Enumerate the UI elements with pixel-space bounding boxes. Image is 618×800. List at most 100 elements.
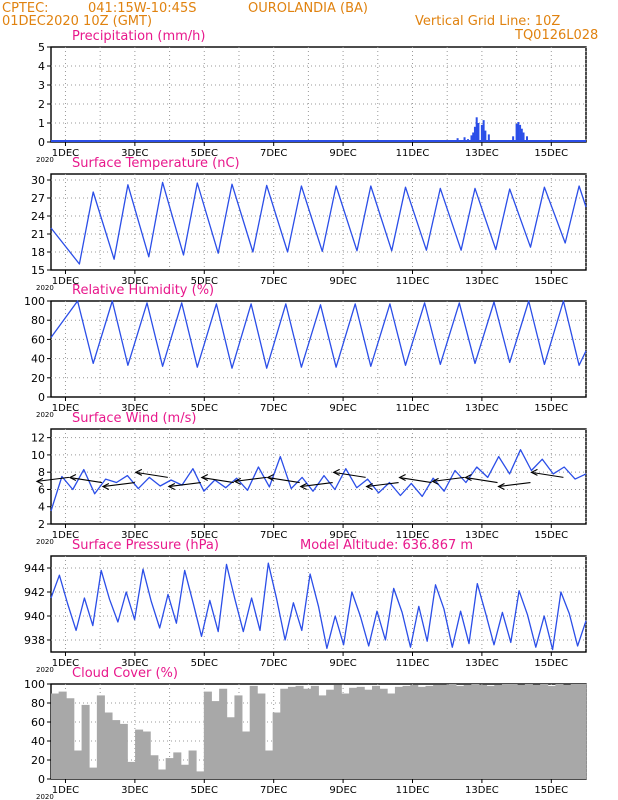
wind-arrowhead <box>299 483 307 491</box>
precip-bar <box>526 136 529 142</box>
x-tick-label: 11DEC <box>396 148 430 159</box>
precip-bar <box>515 123 518 142</box>
panel-frame <box>50 46 587 143</box>
cloud-bar <box>394 686 403 779</box>
wind-arrowhead <box>68 474 77 482</box>
wind-arrowhead <box>167 483 176 491</box>
y-tick-label: 60 <box>31 333 45 346</box>
precip-bar <box>487 134 490 142</box>
precip-bar <box>475 117 478 142</box>
header-coords: 041:15W-10:45S <box>88 1 197 16</box>
cloud-bar <box>142 731 151 779</box>
y-tick-label: 12 <box>31 432 45 445</box>
x-tick-label: 1DEC <box>52 658 79 669</box>
y-tick-label: 2 <box>38 98 45 111</box>
wind-arrow <box>69 477 102 484</box>
cloud-bar <box>372 685 381 779</box>
x-tick-label: 9DEC <box>329 785 356 796</box>
cloud-bar <box>173 752 182 779</box>
cloud-bar <box>402 685 411 779</box>
cloud-bar <box>578 684 587 779</box>
y-tick-label: 4 <box>38 501 45 514</box>
y-tick-label: 30 <box>31 174 45 187</box>
x-year-label: 2020 <box>36 666 54 674</box>
cloud-bar <box>486 685 495 779</box>
y-tick-label: 100 <box>24 678 45 691</box>
cloud-bar <box>234 695 243 779</box>
wind-arrow <box>234 476 267 482</box>
cloud-bar <box>158 769 167 779</box>
x-tick-label: 3DEC <box>121 785 148 796</box>
wind-arrow <box>201 477 234 484</box>
y-tick-label: 24 <box>31 210 45 223</box>
precip-bar <box>512 136 515 142</box>
y-tick-label: 1 <box>38 117 45 130</box>
y-tick-label: 2 <box>38 518 45 531</box>
cloud-bar <box>127 761 136 779</box>
cloud-bar <box>494 684 503 779</box>
cloud-bar <box>196 771 205 779</box>
wind-arrow <box>366 481 399 488</box>
x-tick-label: 1DEC <box>52 148 79 159</box>
y-tick-label: 0 <box>38 136 45 149</box>
cloud-bar <box>257 693 266 779</box>
y-tick-label: 20 <box>31 754 45 767</box>
y-tick-label: 938 <box>24 634 45 647</box>
cloud-bar <box>310 685 319 779</box>
cloud-bar <box>135 729 144 779</box>
panel-title: Surface Wind (m/s) <box>72 411 196 426</box>
cloud-bar <box>165 758 174 779</box>
cloud-bar <box>280 688 289 779</box>
cloud-bar <box>219 688 228 779</box>
x-tick-label: 15DEC <box>534 530 568 541</box>
cloud-bar <box>501 684 510 779</box>
x-year-label: 2020 <box>36 411 54 419</box>
x-tick-label: 15DEC <box>534 403 568 414</box>
x-tick-label: 15DEC <box>534 276 568 287</box>
x-tick-label: 3DEC <box>121 530 148 541</box>
cloud-bar <box>410 684 419 779</box>
wind-arrow <box>36 476 70 482</box>
y-tick-label: 20 <box>31 372 45 385</box>
wind-arrowhead <box>332 468 340 476</box>
precip-bar <box>519 124 522 142</box>
x-tick-label: 7DEC <box>260 530 287 541</box>
x-tick-label: 3DEC <box>121 276 148 287</box>
panel-wind: Surface Wind (m/s) 2 4 6 8 10 12 1DEC 3DEC 5DEC 7D… <box>31 411 587 546</box>
wind-arrow <box>168 481 201 488</box>
wind-line <box>50 449 587 512</box>
cloud-bar <box>119 723 128 779</box>
cloud-bar <box>563 684 572 779</box>
cloud-bar <box>272 712 281 779</box>
x-tick-label: 5DEC <box>191 658 218 669</box>
wind-arrow <box>432 476 465 482</box>
cloud-bar <box>440 684 449 779</box>
cloud-bar <box>433 684 442 779</box>
header-grid-note: Vertical Grid Line: 10Z <box>415 14 561 29</box>
cloud-bar <box>318 695 327 779</box>
precip-bar <box>463 137 466 142</box>
precip-bar <box>480 124 483 142</box>
x-tick-label: 7DEC <box>260 403 287 414</box>
x-tick-label: 9DEC <box>329 148 356 159</box>
wind-arrow <box>300 481 333 488</box>
y-tick-label: 60 <box>31 716 45 729</box>
x-tick-label: 1DEC <box>52 785 79 796</box>
cloud-bar <box>456 685 465 779</box>
y-tick-label: 10 <box>31 449 45 462</box>
cloud-bar <box>326 689 335 779</box>
y-tick-label: 21 <box>31 228 45 241</box>
x-tick-label: 5DEC <box>191 403 218 414</box>
wind-arrowhead <box>134 468 143 476</box>
cloud-bar <box>479 684 488 779</box>
cloud-bar <box>81 704 90 779</box>
x-tick-label: 11DEC <box>396 658 430 669</box>
x-tick-label: 1DEC <box>52 530 79 541</box>
precip-bar <box>477 123 480 142</box>
cloud-bar <box>73 750 82 779</box>
wind-arrowhead <box>101 483 110 491</box>
cloud-bar <box>341 693 350 779</box>
precip-bar <box>520 128 523 142</box>
cloud-bar <box>547 685 556 779</box>
panel-title: Relative Humidity (%) <box>72 283 214 298</box>
